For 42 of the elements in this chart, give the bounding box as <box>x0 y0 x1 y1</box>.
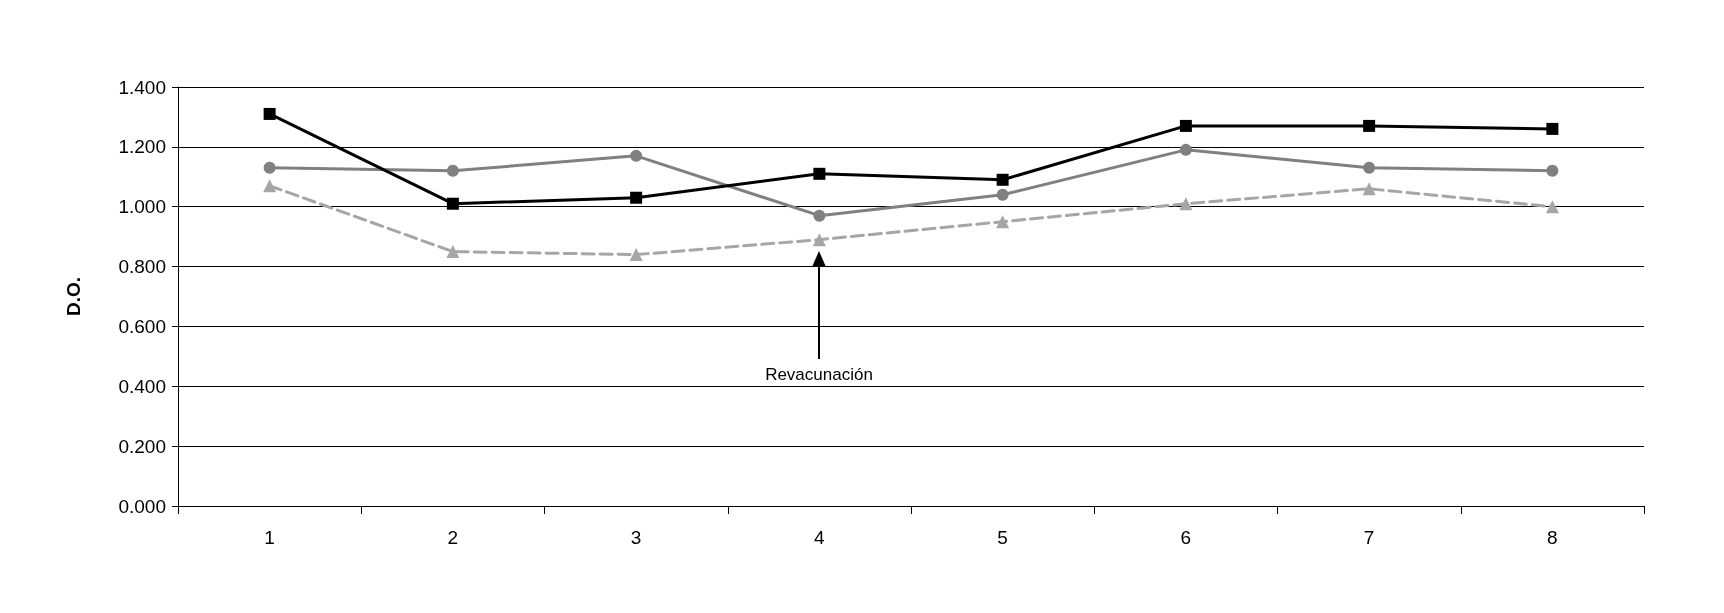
point <box>1546 122 1559 135</box>
y-axis-title: D.O. <box>63 276 84 317</box>
point <box>1546 164 1559 177</box>
x-tick-label: 4 <box>814 527 826 548</box>
y-tick-label: 1.400 <box>118 76 166 98</box>
point <box>996 188 1009 201</box>
point <box>630 191 643 204</box>
point <box>813 209 826 222</box>
point <box>263 161 276 174</box>
point <box>263 107 276 120</box>
point <box>630 149 643 162</box>
y-tick-label: 0.000 <box>118 495 166 517</box>
point <box>629 248 643 262</box>
point <box>1363 161 1376 174</box>
point <box>1179 119 1192 132</box>
point <box>812 233 826 247</box>
x-tick-label: 5 <box>997 527 1008 548</box>
point <box>446 164 459 177</box>
x-tick-label: 7 <box>1363 527 1375 548</box>
x-tick-label: 1 <box>264 527 275 548</box>
annotation: Revacunación <box>765 365 873 384</box>
point <box>1179 197 1193 211</box>
x-tick-label: 2 <box>447 527 459 548</box>
point <box>446 245 460 259</box>
point <box>996 215 1010 229</box>
point <box>813 167 826 180</box>
point <box>996 173 1009 186</box>
point <box>1363 119 1376 132</box>
y-tick-label: 0.200 <box>118 435 166 457</box>
x-tick-label: 8 <box>1547 527 1558 548</box>
y-tick-label: 1.200 <box>118 136 166 158</box>
y-tick-label: 0.400 <box>118 375 166 397</box>
point <box>263 179 277 193</box>
x-tick-label: 6 <box>1180 527 1192 548</box>
point <box>1545 200 1559 214</box>
y-tick-label: 1.000 <box>118 196 166 218</box>
y-tick-label: 0.800 <box>118 256 166 278</box>
point <box>446 197 459 210</box>
point <box>1179 143 1192 156</box>
point <box>1362 182 1376 196</box>
x-tick-label: 3 <box>630 527 642 548</box>
y-tick-label: 0.600 <box>118 315 166 337</box>
